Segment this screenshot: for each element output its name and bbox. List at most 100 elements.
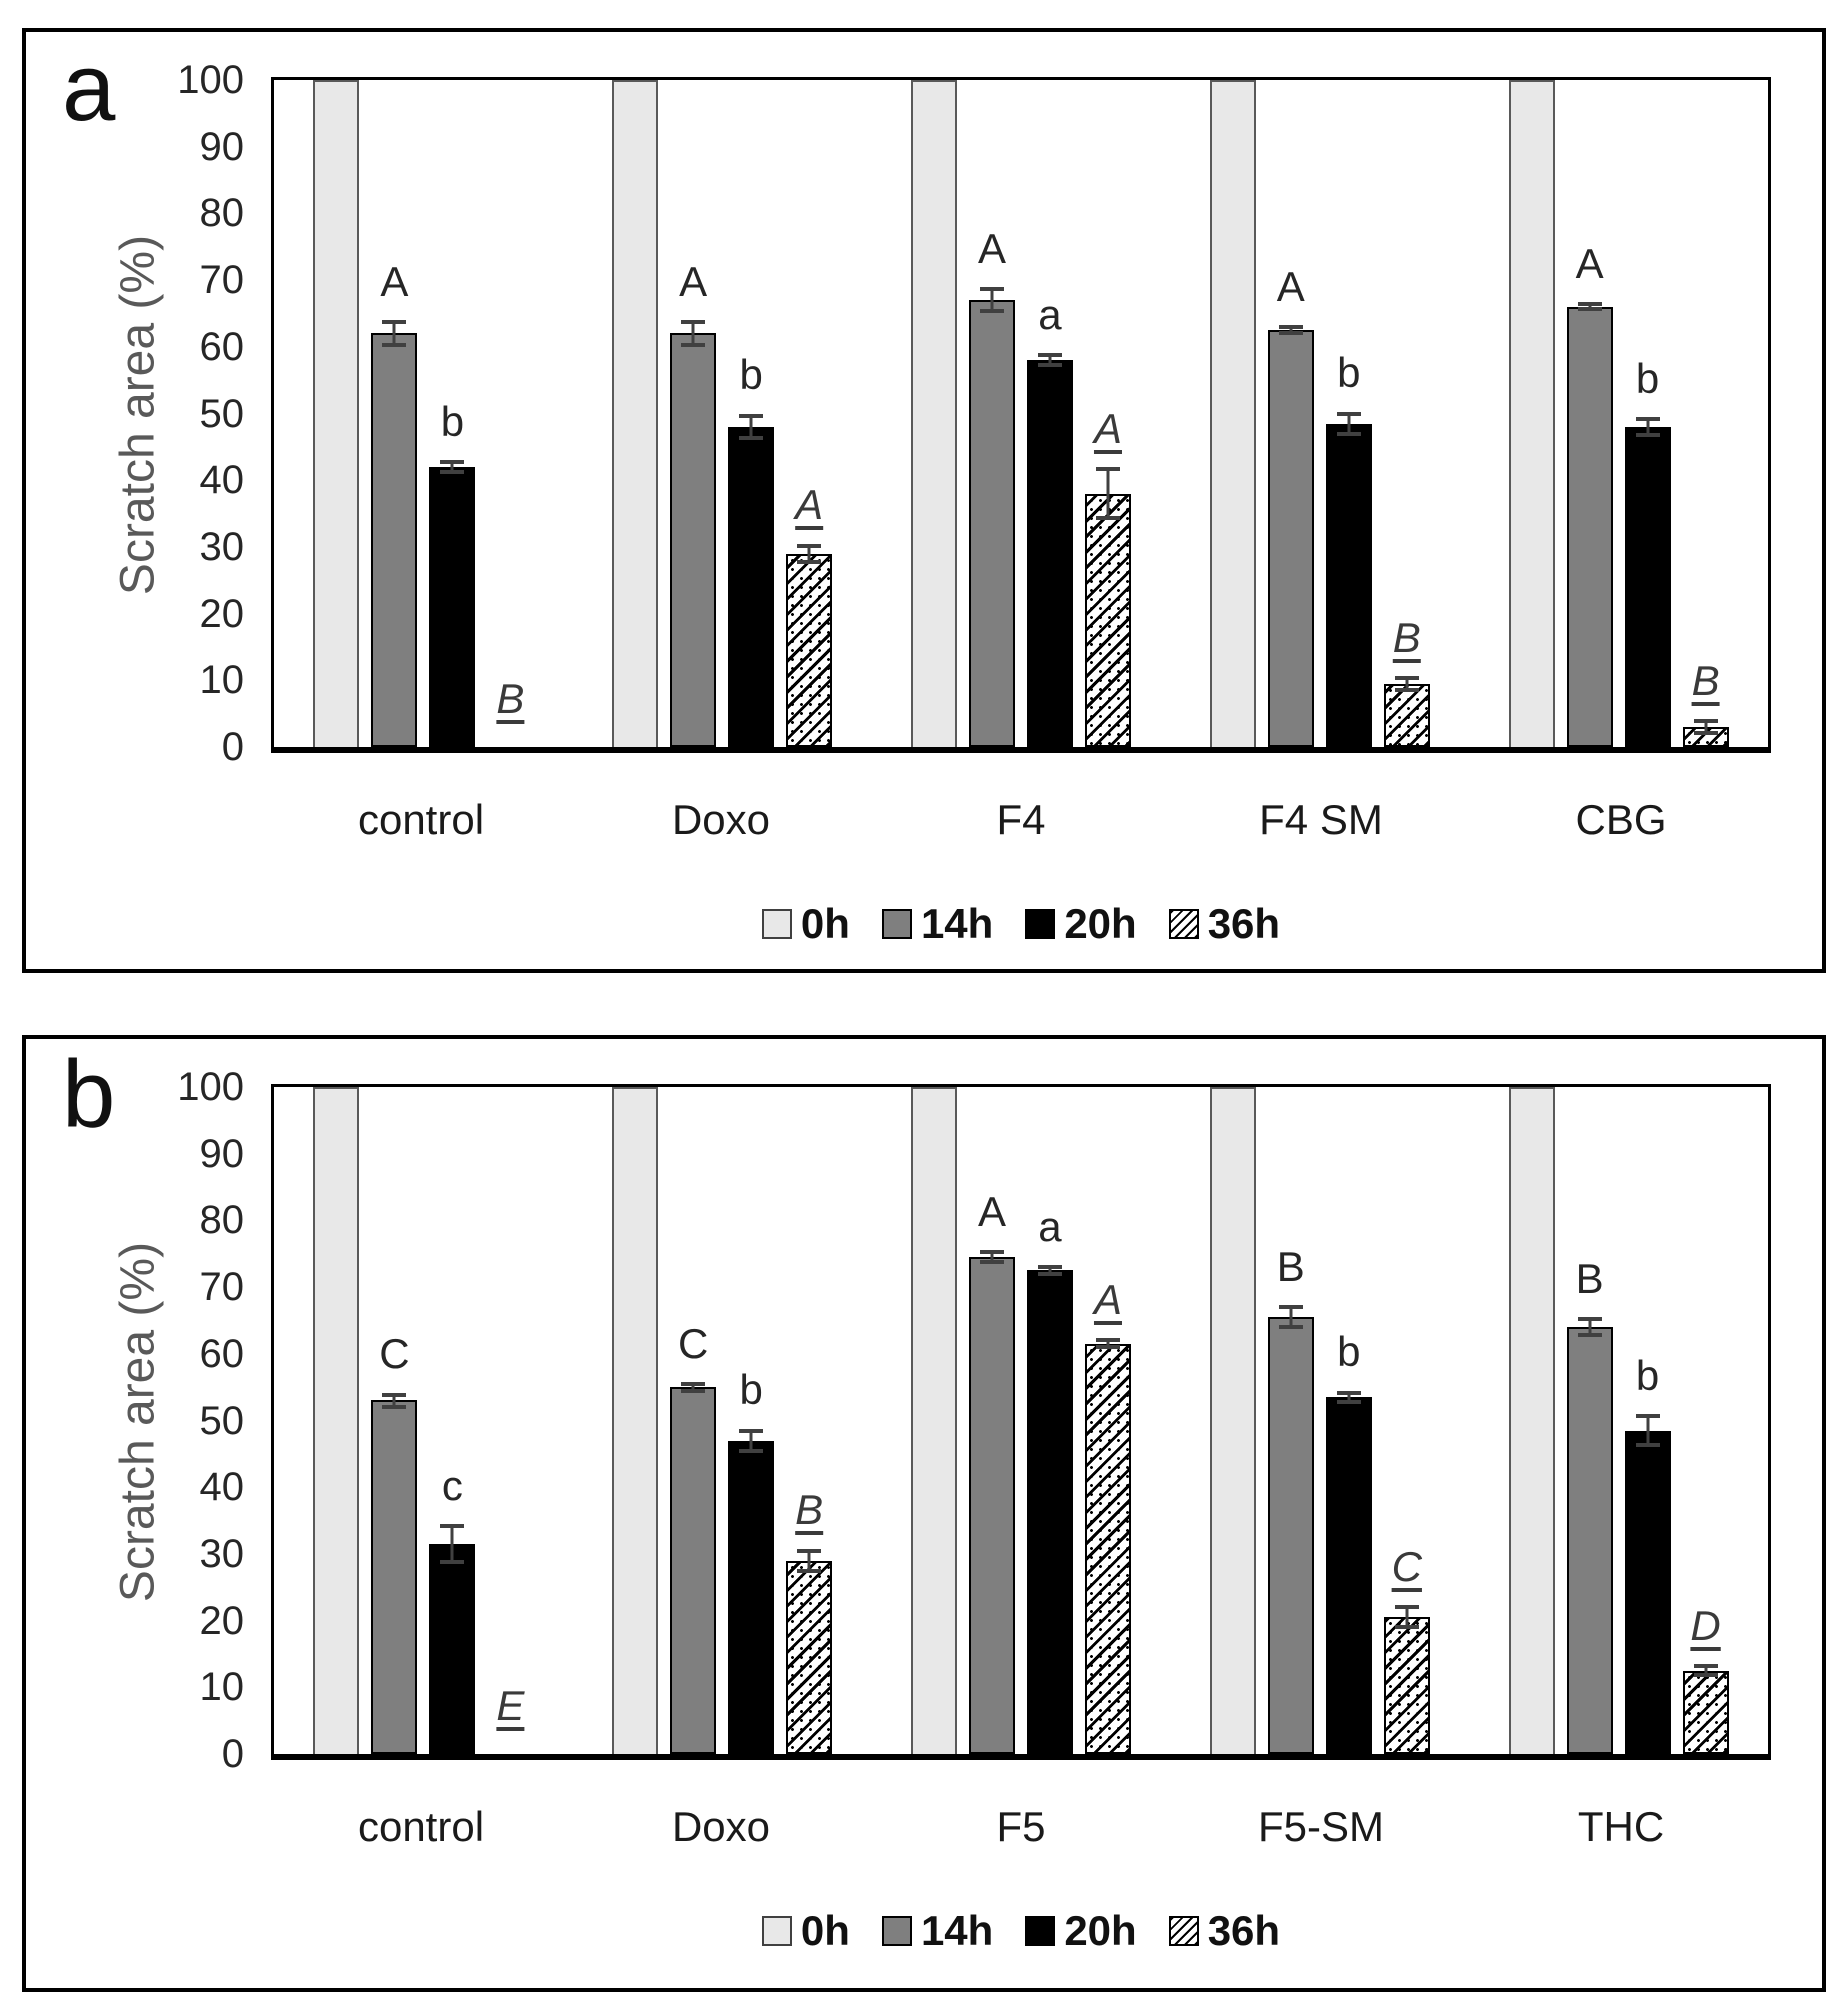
bar-slot-14h: A (1267, 80, 1314, 747)
bar-14h (371, 333, 418, 747)
bar-slot-20h: b (429, 80, 476, 747)
error-bar-cap-bottom (1336, 1399, 1361, 1404)
error-bar-line (1704, 1663, 1708, 1678)
error-bar-cap-top (1037, 353, 1062, 358)
y-tick-label: 50 (199, 391, 245, 436)
legend-item-0h: 0h (761, 1907, 850, 1955)
significance-label: b (1337, 349, 1361, 397)
x-axis-labels: control Doxo F5 F5-SM THC (271, 1803, 1771, 1851)
bar-slot-0h (1508, 80, 1555, 747)
y-tick-label: 10 (199, 1665, 245, 1710)
bar-slot-14h: A (968, 80, 1015, 747)
error-bar-cap-bottom (440, 469, 465, 474)
error-bar-cap-bottom (681, 342, 706, 347)
panel-a: a Scratch area (%) 0 10 20 30 40 50 60 70 80 90 10… (22, 28, 1826, 973)
error-bar-cap-bottom (440, 1559, 465, 1564)
error-bar-cap-top (1278, 1305, 1303, 1310)
error-bar (1577, 1317, 1602, 1338)
error-bar (681, 1381, 706, 1393)
x-category-label: Doxo (671, 796, 771, 843)
y-axis-ticks: 0 10 20 30 40 50 60 70 80 90 100 (136, 1065, 256, 1776)
error-bar-line (990, 1250, 994, 1264)
x-category-label: control (357, 796, 485, 843)
significance-label: A (1276, 263, 1305, 311)
y-tick-label: 40 (199, 1465, 245, 1510)
bar-slot-20h: b (1325, 80, 1372, 747)
error-bar-cap-top (681, 320, 706, 325)
bar-slot-14h: A (1566, 80, 1613, 747)
error-bar-cap-top (440, 460, 465, 465)
legend: 0h 14h 20h 36h (271, 900, 1771, 948)
y-tick-label: 70 (199, 1265, 245, 1310)
error-bar (1037, 1265, 1062, 1276)
legend-item-20h: 20h (1025, 1907, 1137, 1955)
bar-slot-20h: b (1624, 80, 1671, 747)
error-bar-cap-top (1693, 1663, 1718, 1668)
x-category-label: F5 (996, 1803, 1046, 1850)
bar-36h (1084, 1344, 1131, 1754)
y-tick-label: 60 (199, 1331, 245, 1376)
bar-slot-36h: C (1383, 1087, 1430, 1754)
bar-slot-36h: B (1383, 80, 1430, 747)
bar-slot-14h: A (968, 1087, 1015, 1754)
bar-0h (313, 1087, 360, 1754)
x-category-label: F4 (996, 796, 1046, 843)
error-bar-cap-top (1635, 1413, 1660, 1418)
error-bar-line (990, 286, 994, 314)
significance-label: B (795, 1486, 824, 1534)
error-bar (1635, 1413, 1660, 1448)
error-bar (1336, 411, 1361, 436)
panel-letter-b: b (62, 1041, 116, 1148)
error-bar-line (1289, 1305, 1293, 1330)
bar-slot-20h: a (1026, 80, 1073, 747)
bar-36h (1682, 1671, 1729, 1754)
y-tick-label: 80 (199, 1198, 245, 1243)
bar-14h (670, 1387, 717, 1754)
bar-slot-14h: B (1566, 1087, 1613, 1754)
bar-slot-20h: b (728, 1087, 775, 1754)
significance-label: b (1635, 354, 1660, 402)
error-bar (440, 460, 465, 474)
error-bar-cap-top (979, 286, 1004, 291)
error-bar-line (691, 1381, 695, 1393)
bar-slot-20h: b (1325, 1087, 1372, 1754)
error-bar-line (1106, 466, 1110, 521)
legend-item-36h: 36h (1168, 900, 1280, 948)
bar-14h (1267, 1317, 1314, 1754)
bar-14h (968, 1257, 1015, 1754)
legend-item-36h: 36h (1168, 1907, 1280, 1955)
error-bar (979, 1250, 1004, 1264)
error-bar-cap-top (1037, 1265, 1062, 1270)
significance-label: A (977, 224, 1006, 272)
error-bar-line (1405, 675, 1409, 692)
error-bar-line (1289, 325, 1293, 335)
legend-label-0h: 0h (800, 1907, 850, 1954)
y-tick-label: 0 (221, 725, 244, 769)
bar-slot-14h: B (1267, 1087, 1314, 1754)
error-bar-cap-top (382, 320, 407, 325)
error-bar (797, 543, 822, 564)
error-bar-cap-top (1095, 466, 1120, 471)
bar-36h (1383, 684, 1430, 747)
error-bar-cap-bottom (979, 1259, 1004, 1264)
significance-label: D (1690, 1601, 1721, 1649)
error-bar-cap-top (440, 1523, 465, 1528)
error-bar-cap-bottom (797, 1568, 822, 1573)
bar-36h (1084, 494, 1131, 747)
error-bar-cap-bottom (1095, 516, 1120, 521)
bar-slot-36h: B (786, 1087, 833, 1754)
bar-slot-0h (313, 80, 360, 747)
error-bar-cap-top (979, 1250, 1004, 1255)
significance-label: A (977, 1188, 1006, 1236)
bar-slot-14h: A (371, 80, 418, 747)
x-category-label: F5-SM (1258, 1803, 1384, 1850)
error-bar-line (1106, 1338, 1110, 1350)
significance-label: B (1276, 1243, 1305, 1291)
bar-14h (1566, 307, 1613, 747)
y-tick-label: 80 (199, 191, 245, 236)
error-bar-cap-top (1394, 1605, 1419, 1610)
bar-slot-36h: D (1682, 1087, 1729, 1754)
